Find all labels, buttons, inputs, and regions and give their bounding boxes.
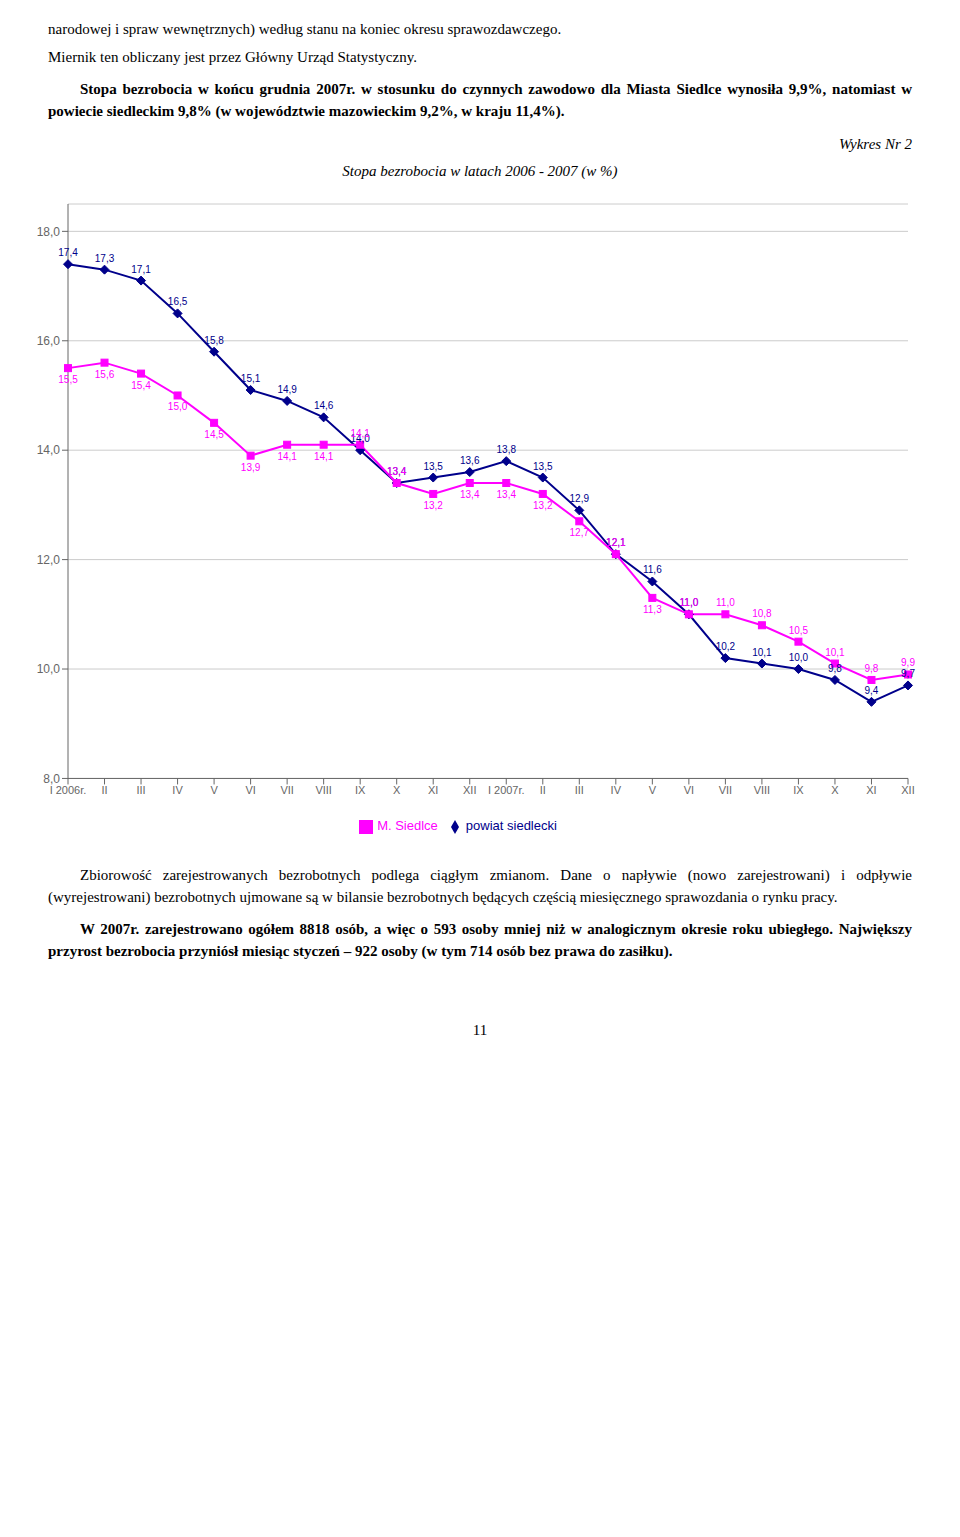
svg-text:14,5: 14,5 [204, 429, 224, 440]
svg-text:I 2007r.: I 2007r. [488, 784, 525, 796]
svg-text:V: V [649, 784, 657, 796]
svg-text:X: X [831, 784, 839, 796]
svg-text:12,7: 12,7 [570, 527, 590, 538]
svg-text:12,0: 12,0 [37, 553, 61, 567]
html-text:W 2007r. zarejestrowano ogółem: W 2007r. zarejestrowano ogółem 8818 osób… [48, 921, 912, 959]
svg-text:13,6: 13,6 [460, 455, 480, 466]
svg-text:13,9: 13,9 [241, 462, 261, 473]
html-text:powiat siedlecki: powiat siedlecki [465, 818, 557, 834]
svg-text:IX: IX [355, 784, 366, 796]
svg-text:15,0: 15,0 [168, 401, 188, 412]
svg-text:15,4: 15,4 [131, 380, 151, 391]
html-text:M. Siedlce: M. Siedlce [377, 818, 438, 834]
svg-text:10,1: 10,1 [825, 647, 845, 658]
svg-text:11,6: 11,6 [643, 564, 662, 575]
svg-text:9,9: 9,9 [901, 657, 915, 668]
svg-text:I 2006r.: I 2006r. [50, 784, 87, 796]
svg-text:14,1: 14,1 [350, 428, 370, 439]
svg-text:15,1: 15,1 [241, 373, 261, 384]
svg-text:V: V [210, 784, 218, 796]
svg-text:VII: VII [719, 784, 732, 796]
svg-text:VI: VI [684, 784, 694, 796]
svg-text:VII: VII [280, 784, 293, 796]
svg-text:XII: XII [901, 784, 914, 796]
svg-text:XI: XI [428, 784, 438, 796]
svg-text:XII: XII [463, 784, 476, 796]
svg-text:10,0: 10,0 [37, 662, 61, 676]
svg-text:13,4: 13,4 [460, 489, 480, 500]
svg-text:IV: IV [172, 784, 183, 796]
svg-text:9,8: 9,8 [828, 663, 842, 674]
svg-text:16,0: 16,0 [37, 334, 61, 348]
html-text:11: 11 [472, 1022, 488, 1038]
svg-text:13,2: 13,2 [533, 500, 553, 511]
svg-text:II: II [101, 784, 107, 796]
svg-text:VIII: VIII [315, 784, 332, 796]
svg-text:14,1: 14,1 [314, 451, 334, 462]
svg-text:14,9: 14,9 [277, 384, 297, 395]
svg-text:17,1: 17,1 [131, 264, 151, 275]
svg-text:9,7: 9,7 [901, 668, 915, 679]
svg-text:10,2: 10,2 [716, 641, 736, 652]
svg-text:13,4: 13,4 [387, 466, 407, 477]
svg-text:11,0: 11,0 [680, 597, 699, 608]
svg-text:11,0: 11,0 [716, 597, 735, 608]
svg-text:IX: IX [793, 784, 804, 796]
svg-text:14,0: 14,0 [37, 443, 61, 457]
svg-text:9,8: 9,8 [865, 663, 879, 674]
svg-text:15,8: 15,8 [204, 335, 224, 346]
svg-text:11,3: 11,3 [643, 604, 662, 615]
svg-text:17,4: 17,4 [58, 247, 78, 258]
svg-text:14,6: 14,6 [314, 400, 334, 411]
svg-text:X: X [393, 784, 401, 796]
svg-text:10,8: 10,8 [752, 608, 772, 619]
svg-text:II: II [540, 784, 546, 796]
svg-text:12,1: 12,1 [606, 537, 626, 548]
svg-text:III: III [136, 784, 145, 796]
html-text:Stopa bezrobocia w końcu grudn: Stopa bezrobocia w końcu grudnia 2007r. … [48, 81, 912, 119]
html-text:Zbiorowość zarejestrowanych be: Zbiorowość zarejestrowanych bezrobotnych… [48, 867, 912, 905]
svg-text:13,8: 13,8 [497, 444, 517, 455]
svg-text:18,0: 18,0 [37, 225, 61, 239]
svg-text:14,1: 14,1 [277, 451, 297, 462]
svg-text:10,0: 10,0 [789, 652, 809, 663]
svg-text:12,1: 12,1 [606, 537, 626, 548]
svg-text:10,5: 10,5 [789, 625, 809, 636]
svg-text:12,9: 12,9 [570, 493, 590, 504]
svg-text:XI: XI [866, 784, 876, 796]
svg-text:III: III [575, 784, 584, 796]
svg-text:13,4: 13,4 [497, 489, 517, 500]
svg-text:VIII: VIII [754, 784, 771, 796]
svg-text:9,4: 9,4 [865, 685, 879, 696]
html-text:narodowej i spraw wewnętrznych: narodowej i spraw wewnętrznych) według s… [48, 21, 562, 37]
svg-text:8,0: 8,0 [43, 772, 60, 786]
svg-text:13,5: 13,5 [423, 461, 443, 472]
svg-text:13,4: 13,4 [387, 466, 407, 477]
svg-text:13,5: 13,5 [533, 461, 553, 472]
svg-text:IV: IV [611, 784, 622, 796]
svg-text:11,0: 11,0 [680, 597, 699, 608]
svg-text:16,5: 16,5 [168, 296, 188, 307]
svg-text:17,3: 17,3 [95, 253, 115, 264]
html-text:Stopa bezrobocia w latach 2006: Stopa bezrobocia w latach 2006 - 2007 (w… [342, 163, 618, 179]
svg-text:15,6: 15,6 [95, 369, 115, 380]
html-text:Wykres Nr 2: Wykres Nr 2 [838, 136, 912, 152]
svg-text:10,1: 10,1 [752, 647, 772, 658]
svg-text:13,2: 13,2 [423, 500, 443, 511]
svg-text:VI: VI [245, 784, 255, 796]
html-text:Miernik ten obliczany jest prz: Miernik ten obliczany jest przez Główny … [48, 49, 417, 65]
svg-text:15,5: 15,5 [58, 374, 78, 385]
